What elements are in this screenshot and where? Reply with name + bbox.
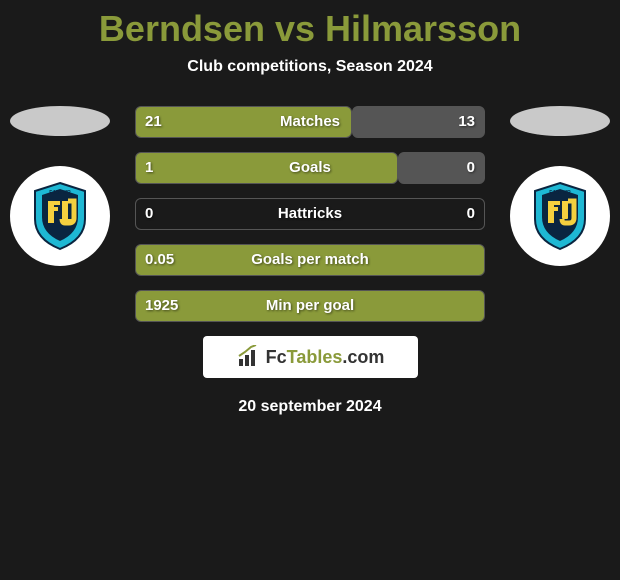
stat-row: 0.05Goals per match: [135, 244, 485, 276]
stat-row: 1925Min per goal: [135, 290, 485, 322]
team-logo-right: FJOLNIR: [510, 166, 610, 266]
logo-text: FcTables.com: [266, 347, 385, 368]
date-text: 20 september 2024: [20, 398, 600, 416]
stat-label: Goals per match: [135, 244, 485, 276]
stat-label: Hattricks: [135, 198, 485, 230]
logo-suffix: Tables: [287, 347, 343, 367]
fctables-logo[interactable]: FcTables.com: [203, 336, 418, 378]
stat-row: 21Matches13: [135, 106, 485, 138]
main-container: Berndsen vs Hilmarsson Club competitions…: [0, 0, 620, 416]
svg-text:FJOLNIR: FJOLNIR: [549, 190, 571, 196]
logo-domain: .com: [342, 347, 384, 367]
stat-row: 1Goals0: [135, 152, 485, 184]
stat-label: Min per goal: [135, 290, 485, 322]
player-left-avatar: [10, 106, 110, 136]
chart-icon: [236, 345, 260, 369]
stat-value-right: 13: [458, 106, 475, 138]
logo-prefix: Fc: [266, 347, 287, 367]
comparison-area: FJOLNIR FJOLNIR 21Matches131Goals00Hattr…: [0, 106, 620, 416]
player-right-column: FJOLNIR: [510, 106, 610, 266]
subtitle: Club competitions, Season 2024: [0, 58, 620, 76]
svg-text:FJOLNIR: FJOLNIR: [49, 190, 71, 196]
page-title: Berndsen vs Hilmarsson: [0, 8, 620, 50]
shield-icon: FJOLNIR: [30, 181, 90, 251]
stat-row: 0Hattricks0: [135, 198, 485, 230]
stat-value-right: 0: [467, 198, 475, 230]
stat-value-right: 0: [467, 152, 475, 184]
player-right-avatar: [510, 106, 610, 136]
player-left-column: FJOLNIR: [10, 106, 110, 266]
shield-icon: FJOLNIR: [530, 181, 590, 251]
team-logo-left: FJOLNIR: [10, 166, 110, 266]
stat-label: Matches: [135, 106, 485, 138]
stats-table: 21Matches131Goals00Hattricks00.05Goals p…: [135, 106, 485, 322]
stat-label: Goals: [135, 152, 485, 184]
